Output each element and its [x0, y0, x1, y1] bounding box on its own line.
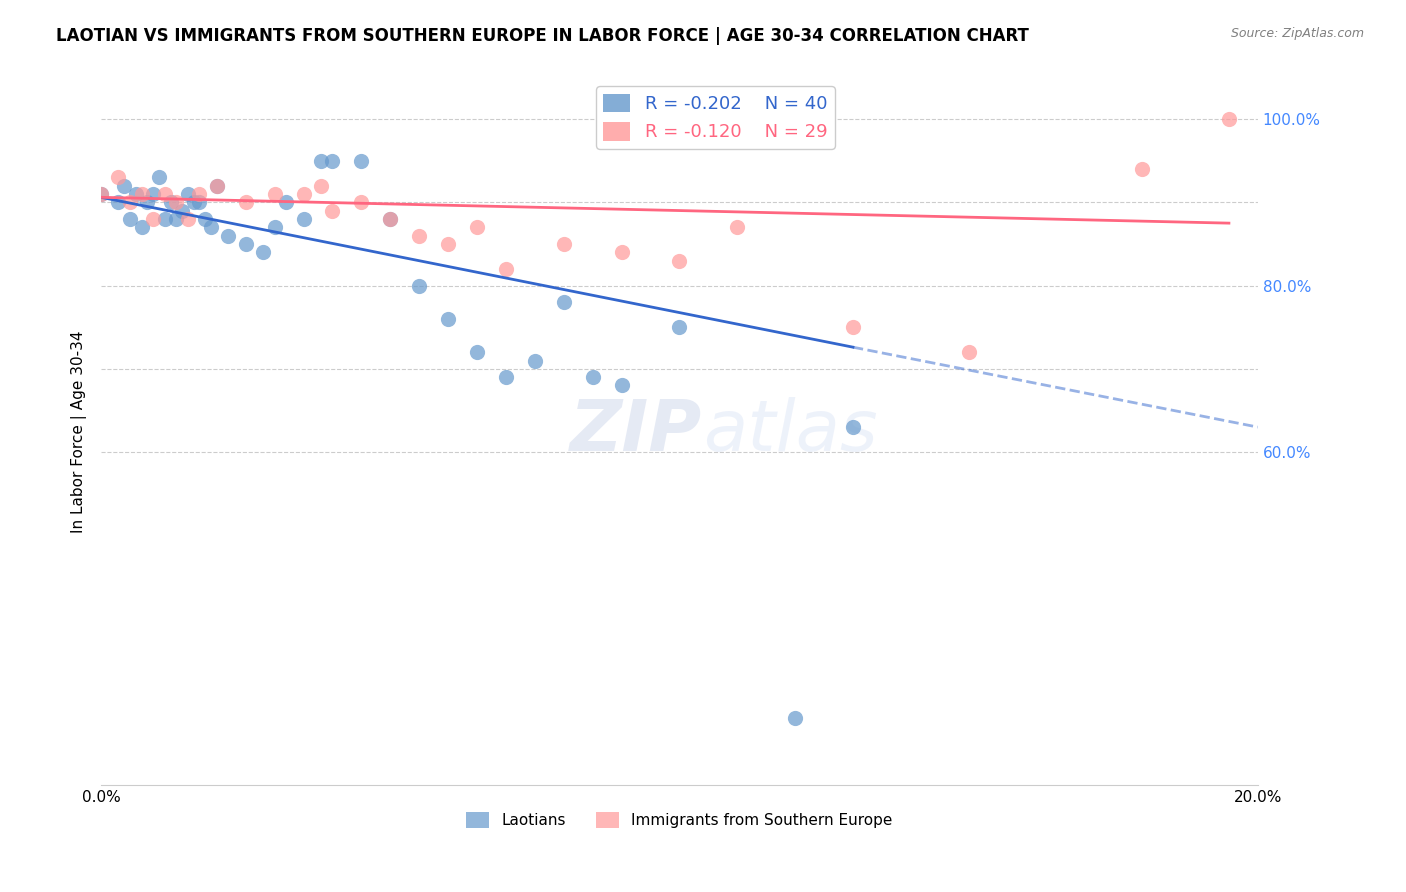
- Point: [292, 186, 315, 201]
- Point: [437, 311, 460, 326]
- Point: [125, 186, 148, 201]
- Point: [252, 245, 274, 260]
- Y-axis label: In Labor Force | Age 30-34: In Labor Force | Age 30-34: [72, 330, 87, 533]
- Point: [112, 178, 135, 193]
- Point: [131, 186, 153, 201]
- Point: [610, 378, 633, 392]
- Text: Source: ZipAtlas.com: Source: ZipAtlas.com: [1230, 27, 1364, 40]
- Point: [235, 195, 257, 210]
- Point: [263, 186, 285, 201]
- Point: [465, 220, 488, 235]
- Point: [408, 228, 430, 243]
- Point: [118, 195, 141, 210]
- Point: [200, 220, 222, 235]
- Point: [309, 178, 332, 193]
- Point: [553, 295, 575, 310]
- Text: LAOTIAN VS IMMIGRANTS FROM SOUTHERN EUROPE IN LABOR FORCE | AGE 30-34 CORRELATIO: LAOTIAN VS IMMIGRANTS FROM SOUTHERN EURO…: [56, 27, 1029, 45]
- Point: [668, 253, 690, 268]
- Point: [380, 211, 402, 226]
- Point: [148, 170, 170, 185]
- Legend: Laotians, Immigrants from Southern Europe: Laotians, Immigrants from Southern Europ…: [460, 805, 898, 834]
- Point: [276, 195, 298, 210]
- Point: [107, 195, 129, 210]
- Point: [957, 345, 980, 359]
- Point: [842, 320, 865, 334]
- Point: [183, 195, 205, 210]
- Point: [172, 203, 194, 218]
- Point: [582, 370, 605, 384]
- Point: [153, 211, 176, 226]
- Point: [131, 220, 153, 235]
- Point: [350, 195, 373, 210]
- Point: [165, 211, 187, 226]
- Point: [263, 220, 285, 235]
- Point: [292, 211, 315, 226]
- Point: [523, 353, 546, 368]
- Point: [842, 420, 865, 434]
- Point: [785, 711, 807, 725]
- Point: [495, 370, 517, 384]
- Point: [90, 186, 112, 201]
- Point: [159, 195, 181, 210]
- Point: [194, 211, 217, 226]
- Point: [118, 211, 141, 226]
- Point: [408, 278, 430, 293]
- Point: [380, 211, 402, 226]
- Point: [321, 203, 343, 218]
- Point: [177, 186, 200, 201]
- Point: [1130, 161, 1153, 176]
- Point: [350, 153, 373, 168]
- Text: atlas: atlas: [703, 397, 877, 466]
- Point: [553, 236, 575, 251]
- Point: [188, 195, 211, 210]
- Point: [107, 170, 129, 185]
- Point: [217, 228, 239, 243]
- Point: [437, 236, 460, 251]
- Point: [188, 186, 211, 201]
- Point: [321, 153, 343, 168]
- Point: [205, 178, 228, 193]
- Point: [205, 178, 228, 193]
- Point: [90, 186, 112, 201]
- Point: [610, 245, 633, 260]
- Point: [725, 220, 748, 235]
- Point: [465, 345, 488, 359]
- Text: ZIP: ZIP: [571, 397, 703, 466]
- Point: [309, 153, 332, 168]
- Point: [165, 195, 187, 210]
- Point: [495, 261, 517, 276]
- Point: [142, 211, 165, 226]
- Point: [1218, 112, 1240, 126]
- Point: [668, 320, 690, 334]
- Point: [153, 186, 176, 201]
- Point: [235, 236, 257, 251]
- Point: [136, 195, 159, 210]
- Point: [142, 186, 165, 201]
- Point: [177, 211, 200, 226]
